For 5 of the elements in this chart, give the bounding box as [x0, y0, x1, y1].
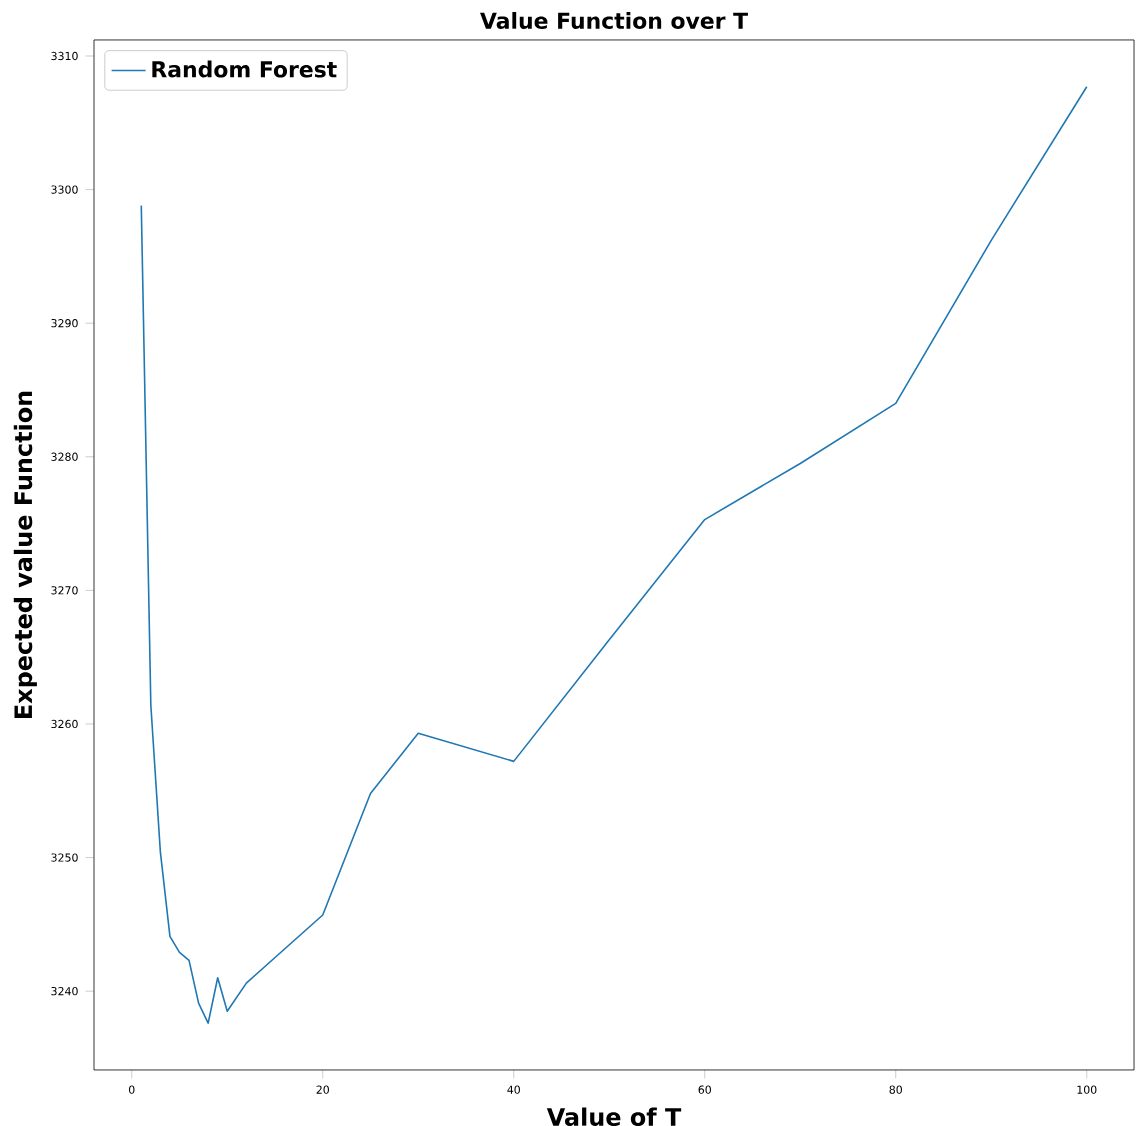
- line-series: [140, 85, 1088, 1025]
- chart-title: Value Function over T: [480, 12, 748, 29]
- y-axis-title: Expected value Function: [13, 391, 37, 718]
- x-axis-title: Value of T: [546, 1107, 682, 1126]
- legend-label: Random Forest: [152, 60, 337, 78]
